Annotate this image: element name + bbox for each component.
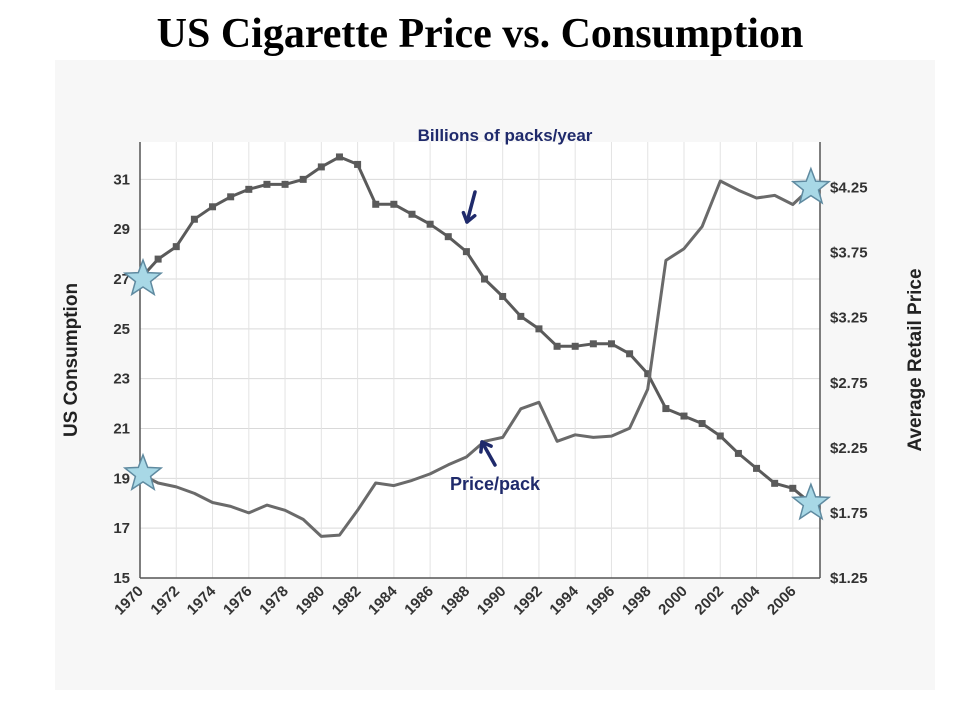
consumption-point bbox=[680, 412, 688, 420]
y-right-tick-label: $3.25 bbox=[830, 310, 868, 327]
x-tick-label: 1994 bbox=[546, 582, 582, 618]
consumption-point bbox=[789, 484, 797, 492]
consumption-point bbox=[263, 180, 271, 188]
consumption-point bbox=[245, 185, 253, 193]
consumption-point bbox=[662, 405, 670, 413]
consumption-point bbox=[771, 479, 779, 487]
x-tick-label: 1972 bbox=[147, 583, 183, 619]
y-left-tick-label: 15 bbox=[113, 570, 130, 587]
x-tick-label: 1970 bbox=[111, 583, 147, 619]
x-tick-label: 2006 bbox=[764, 583, 800, 619]
x-tick-label: 1974 bbox=[184, 582, 220, 618]
consumption-point bbox=[335, 153, 343, 161]
price-annotation-arrow-head bbox=[479, 440, 493, 454]
consumption-end-star bbox=[790, 482, 832, 521]
consumption-point bbox=[172, 243, 180, 251]
consumption-start-star bbox=[122, 257, 164, 297]
x-tick-label: 2000 bbox=[655, 583, 691, 619]
consumption-point bbox=[535, 325, 543, 333]
x-tick-label: 1986 bbox=[401, 583, 437, 619]
consumption-point bbox=[354, 160, 362, 168]
price-end-star bbox=[790, 166, 832, 205]
x-tick-label: 2004 bbox=[728, 582, 764, 618]
y-left-tick-label: 21 bbox=[113, 421, 130, 438]
y-left-tick-label: 29 bbox=[113, 221, 130, 238]
consumption-point bbox=[571, 342, 579, 350]
consumption-point bbox=[209, 203, 217, 211]
y-left-tick-label: 19 bbox=[113, 470, 130, 487]
chart-frame: 15 17 19 21 23 25 27 29 31 $1.25 $1.75 $2.25 $2.75 $3… bbox=[55, 60, 935, 690]
chart: 15 17 19 21 23 25 27 29 31 $1.25 $1.75 $2.25 $2.75 $3… bbox=[61, 126, 926, 619]
consumption-point bbox=[716, 432, 724, 440]
consumption-annotation-arrow bbox=[465, 190, 477, 224]
consumption-point bbox=[517, 312, 525, 320]
y-left-tick-label: 25 bbox=[113, 321, 130, 338]
x-tick-label: 2002 bbox=[691, 583, 727, 619]
consumption-point bbox=[372, 200, 380, 208]
plot-area bbox=[140, 142, 820, 578]
x-tick-label: 1984 bbox=[365, 582, 401, 618]
consumption-point bbox=[317, 163, 325, 171]
consumption-point bbox=[154, 255, 162, 263]
y-left-tick-label: 17 bbox=[113, 520, 130, 537]
consumption-point bbox=[190, 215, 198, 223]
consumption-point bbox=[626, 350, 634, 358]
price-annotation-arrow bbox=[480, 440, 497, 467]
consumption-point bbox=[481, 275, 489, 283]
consumption-annotation: Billions of packs/year bbox=[418, 126, 593, 145]
y-left-tick-label: 31 bbox=[113, 171, 130, 188]
consumption-point bbox=[644, 370, 652, 378]
x-tick-label: 1996 bbox=[583, 583, 619, 619]
x-tick-label: 1992 bbox=[510, 583, 546, 619]
consumption-point bbox=[499, 292, 507, 300]
y-right-tick-label: $3.75 bbox=[830, 245, 868, 262]
y-right-tick-label: $4.25 bbox=[830, 180, 868, 197]
x-tick-label: 1988 bbox=[438, 583, 474, 619]
y-right-tick-label: $1.25 bbox=[830, 570, 868, 587]
x-tick-label: 1990 bbox=[474, 583, 510, 619]
y-left-tick-label: 27 bbox=[113, 271, 130, 288]
consumption-annotation-arrow-head bbox=[461, 210, 477, 224]
x-tick-label: 1982 bbox=[329, 583, 365, 619]
y-right-tick-label: $1.75 bbox=[830, 505, 868, 522]
y-right-axis-title: Average Retail Price bbox=[905, 268, 926, 451]
consumption-point bbox=[734, 449, 742, 457]
consumption-point bbox=[281, 180, 289, 188]
x-tick-label: 1978 bbox=[256, 583, 292, 619]
consumption-point bbox=[408, 210, 416, 218]
consumption-point bbox=[553, 342, 561, 350]
consumption-point bbox=[444, 233, 452, 241]
price-annotation: Price/pack bbox=[450, 474, 541, 494]
consumption-point bbox=[589, 340, 597, 348]
y-left-tick-label: 23 bbox=[113, 371, 130, 388]
x-tick-label: 1998 bbox=[619, 583, 655, 619]
consumption-point bbox=[462, 248, 470, 256]
slide-title: US Cigarette Price vs. Consumption bbox=[156, 11, 804, 57]
consumption-point bbox=[299, 175, 307, 183]
x-tick-label: 1976 bbox=[220, 583, 256, 619]
price-line bbox=[139, 179, 812, 538]
consumption-point bbox=[607, 340, 615, 348]
y-right-tick-label: $2.25 bbox=[830, 440, 868, 457]
consumption-point bbox=[426, 220, 434, 228]
price-start-star bbox=[122, 452, 164, 492]
consumption-point bbox=[698, 420, 706, 428]
consumption-point bbox=[753, 464, 761, 472]
y-left-axis-title: US Consumption bbox=[61, 283, 82, 437]
consumption-point bbox=[227, 193, 235, 201]
y-right-tick-label: $2.75 bbox=[830, 375, 868, 392]
x-tick-label: 1980 bbox=[293, 583, 329, 619]
consumption-point bbox=[390, 200, 398, 208]
